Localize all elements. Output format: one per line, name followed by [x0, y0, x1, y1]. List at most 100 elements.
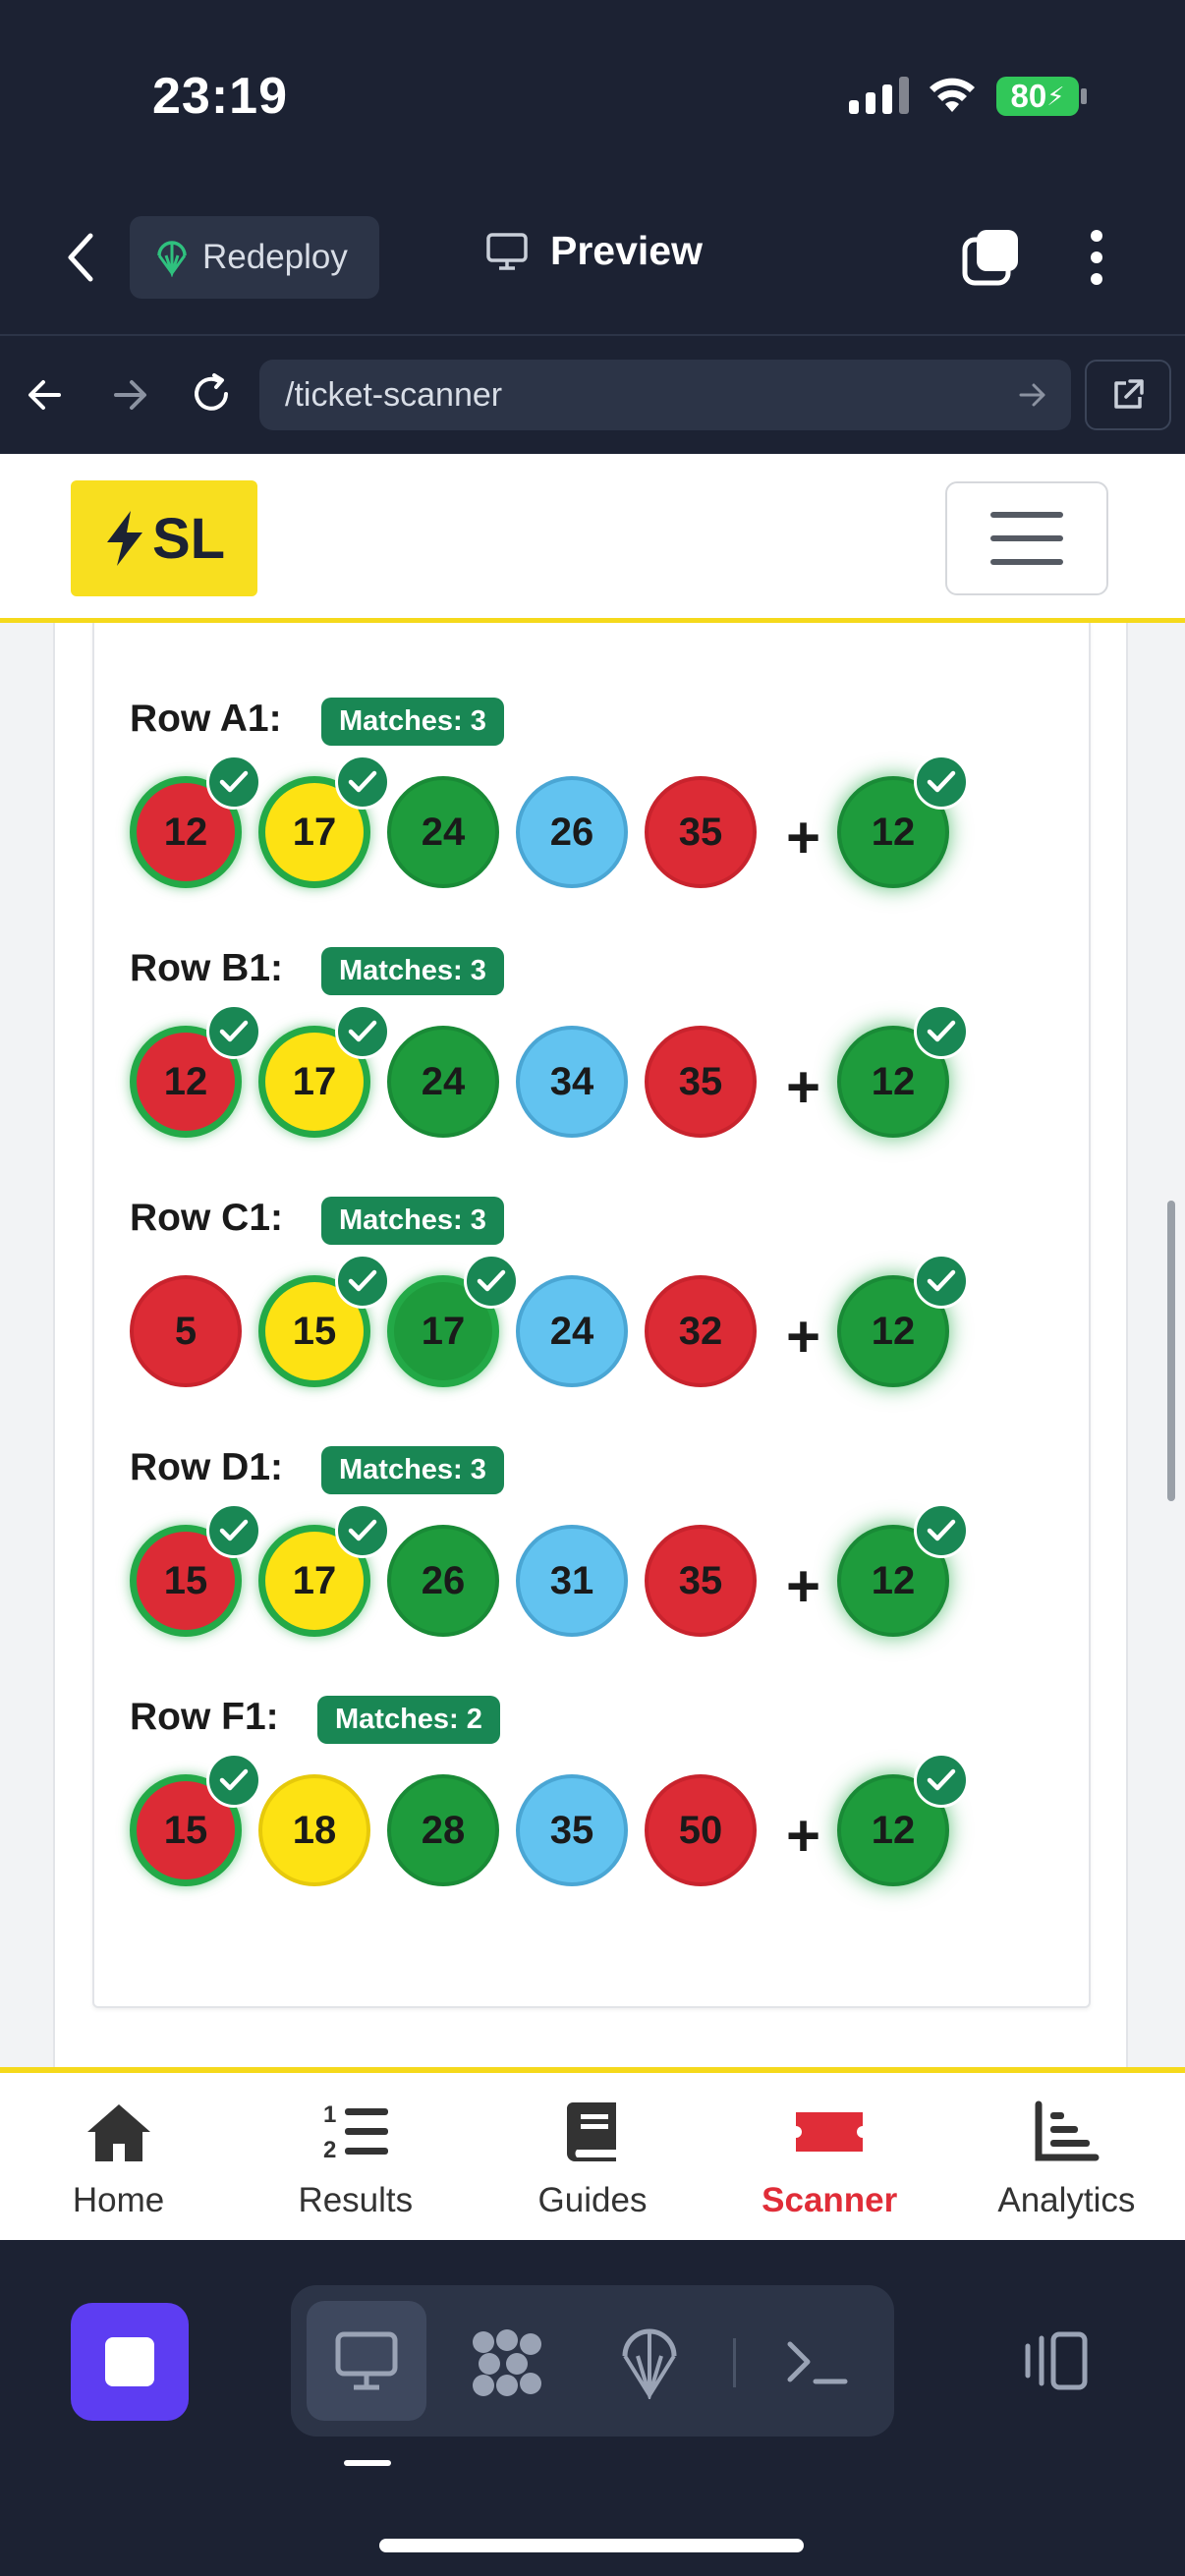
browser-forward-icon[interactable]	[110, 375, 149, 415]
matches-badge: Matches: 3	[321, 1197, 504, 1245]
home-icon	[86, 2104, 150, 2161]
tab-analytics[interactable]: Analytics	[948, 2073, 1185, 2240]
site-logo[interactable]: SL	[71, 480, 257, 596]
svg-text:2: 2	[323, 2137, 336, 2163]
number-ball: 17	[258, 1026, 370, 1138]
stop-button[interactable]	[71, 2303, 189, 2421]
plus-sign: +	[786, 1803, 821, 1869]
number-ball: 15	[130, 1525, 242, 1637]
url-field[interactable]: /ticket-scanner	[259, 360, 1071, 430]
matches-badge: Matches: 2	[317, 1696, 500, 1744]
number-ball: 31	[516, 1525, 628, 1637]
logo-text: SL	[151, 506, 226, 571]
menu-toggle-button[interactable]	[945, 481, 1108, 595]
number-ball: 24	[387, 776, 499, 888]
number-ball: 50	[645, 1774, 757, 1886]
match-check-icon	[206, 1753, 261, 1808]
row-label: Row A1:	[130, 698, 282, 740]
number-ball: 17	[387, 1275, 499, 1387]
tab-scanner[interactable]: Scanner	[711, 2073, 948, 2240]
dock-divider	[733, 2338, 736, 2387]
bonus-check-icon	[914, 755, 969, 810]
tab-label: Results	[298, 2181, 414, 2219]
tab-label: Scanner	[762, 2181, 898, 2219]
number-ball: 5	[130, 1275, 242, 1387]
status-time: 23:19	[152, 68, 288, 125]
packages-icon[interactable]	[470, 2328, 544, 2397]
tab-results[interactable]: 1 2 Results	[237, 2073, 474, 2240]
tab-home[interactable]: Home	[0, 2073, 237, 2240]
match-check-icon	[335, 755, 390, 810]
bar-chart-icon	[1035, 2100, 1100, 2161]
open-external-button[interactable]	[1085, 360, 1171, 430]
plus-sign: +	[786, 805, 821, 870]
tab-label: Guides	[537, 2181, 648, 2219]
number-ball: 24	[387, 1026, 499, 1138]
matches-badge: Matches: 3	[321, 1446, 504, 1494]
tab-label: Analytics	[997, 2181, 1136, 2219]
number-ball: 35	[645, 1026, 757, 1138]
browser-back-icon[interactable]	[26, 375, 65, 415]
scrollbar[interactable]	[1167, 1201, 1175, 1501]
bonus-check-icon	[914, 1753, 969, 1808]
redeploy-button[interactable]: Redeploy	[130, 216, 379, 299]
desktop-preview-icon[interactable]	[334, 2330, 399, 2391]
ticket-icon	[796, 2112, 864, 2152]
match-check-icon	[206, 1503, 261, 1558]
match-check-icon	[206, 1004, 261, 1059]
webview: Row A1: Matches: 3 12 17 24 26 35 +12 Row B1: Mat…	[0, 454, 1185, 2240]
match-check-icon	[464, 1254, 519, 1309]
number-ball: 34	[516, 1026, 628, 1138]
go-arrow-icon[interactable]	[1018, 381, 1047, 409]
number-ball: 35	[516, 1774, 628, 1886]
number-ball: 35	[645, 776, 757, 888]
match-check-icon	[335, 1004, 390, 1059]
battery-tip	[1081, 88, 1087, 104]
number-ball: 15	[258, 1275, 370, 1387]
row-label: Row C1:	[130, 1197, 283, 1239]
book-icon	[567, 2102, 616, 2161]
site-header: SL	[0, 454, 1185, 623]
battery-level: 80	[1010, 78, 1047, 114]
number-ball: 18	[258, 1774, 370, 1886]
bonus-check-icon	[914, 1503, 969, 1558]
stop-icon	[105, 2337, 154, 2386]
number-ball: 17	[258, 1525, 370, 1637]
split-view-icon[interactable]	[1020, 2330, 1091, 2391]
wifi-icon	[930, 78, 975, 112]
monitor-icon	[486, 232, 528, 270]
home-indicator	[379, 2539, 804, 2552]
match-check-icon	[335, 1503, 390, 1558]
ticket-rows: Row A1: Matches: 3 12 17 24 26 35 +12 Row B1: Mat…	[0, 454, 1185, 2240]
terminal-icon[interactable]	[786, 2338, 849, 2387]
back-chevron-icon[interactable]	[65, 232, 96, 283]
battery-indicator: 80 ⚡	[996, 77, 1079, 116]
number-ball: 28	[387, 1774, 499, 1886]
bonus-ball: 12	[837, 1774, 949, 1886]
bottom-tab-bar: Home 1 2 Results Guides Scanner	[0, 2067, 1185, 2240]
tab-label: Home	[72, 2181, 165, 2219]
deploy-icon	[157, 241, 187, 277]
dock-active-highlight	[307, 2301, 426, 2421]
number-ball: 26	[516, 776, 628, 888]
tabs-icon[interactable]	[959, 226, 1022, 289]
match-check-icon	[206, 755, 261, 810]
cellular-signal-icon	[849, 77, 909, 114]
bonus-check-icon	[914, 1254, 969, 1309]
number-ball: 12	[130, 776, 242, 888]
number-ball: 26	[387, 1525, 499, 1637]
matches-badge: Matches: 3	[321, 698, 504, 746]
bonus-check-icon	[914, 1004, 969, 1059]
row-label: Row F1:	[130, 1696, 279, 1738]
external-link-icon	[1114, 379, 1144, 409]
deploy-tree-icon[interactable]	[619, 2326, 680, 2399]
tab-guides[interactable]: Guides	[474, 2073, 710, 2240]
plus-sign: +	[786, 1304, 821, 1370]
number-ball: 35	[645, 1525, 757, 1637]
preview-button[interactable]: Preview	[485, 228, 703, 274]
lightning-icon	[106, 511, 142, 566]
more-options-icon[interactable]	[1085, 228, 1108, 287]
dock-active-indicator	[344, 2460, 391, 2466]
url-text: /ticket-scanner	[285, 375, 503, 414]
reload-icon[interactable]	[189, 371, 234, 417]
